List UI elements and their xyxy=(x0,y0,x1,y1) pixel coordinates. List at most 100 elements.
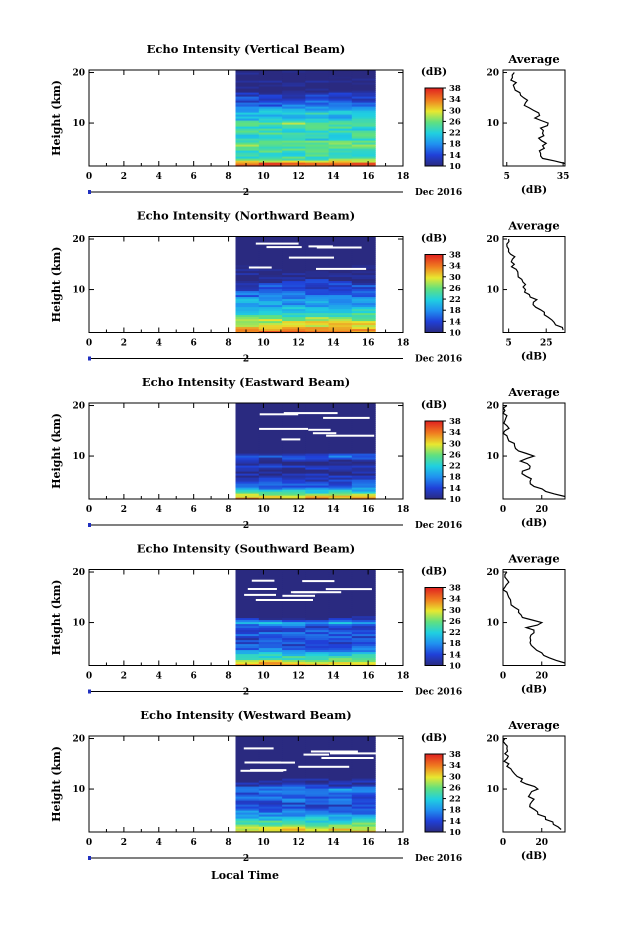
heatmap-cell xyxy=(328,304,353,308)
heatmap-cell xyxy=(305,473,330,476)
heatmap-cell xyxy=(305,639,330,643)
heatmap-cell xyxy=(305,140,330,143)
heatmap-cell xyxy=(351,264,376,268)
heatmap-cell xyxy=(282,306,306,310)
heatmap-cell xyxy=(235,264,260,268)
heatmap-cell xyxy=(328,74,353,77)
heatmap-cell xyxy=(351,643,376,647)
heatmap-cell xyxy=(282,477,306,480)
heatmap-cell xyxy=(282,663,306,667)
heatmap-cell xyxy=(258,300,283,304)
heatmap-cell xyxy=(351,455,376,458)
heatmap-cell xyxy=(258,625,283,629)
heatmap-cell xyxy=(328,260,353,264)
heatmap-cell xyxy=(305,826,330,829)
heatmap-cell xyxy=(305,92,330,95)
missing-data-gap xyxy=(259,413,299,416)
heatmap-cell xyxy=(328,577,353,581)
heatmap-cell xyxy=(235,96,260,99)
heatmap-cell xyxy=(235,88,260,91)
heatmap-cell xyxy=(305,649,330,653)
heatmap-cell xyxy=(258,310,283,314)
heatmap-cell xyxy=(305,651,330,655)
heatmap-cell xyxy=(328,328,353,332)
heatmap-cell xyxy=(328,437,353,440)
heatmap-cell xyxy=(328,796,353,799)
heatmap-cell xyxy=(235,413,260,416)
heatmap-cell xyxy=(258,778,283,781)
heatmap-cell xyxy=(305,806,330,809)
heatmap-cell xyxy=(282,140,306,143)
heatmap-cell xyxy=(282,471,306,474)
heatmap-cell xyxy=(305,786,330,789)
heatmap-cell xyxy=(258,465,283,468)
heatmap-cell xyxy=(282,649,306,653)
average-frame xyxy=(502,69,566,167)
heatmap-cell xyxy=(328,760,353,763)
x-tick-label: 4 xyxy=(156,838,162,848)
heatmap-cell xyxy=(351,469,376,472)
heatmap-cell xyxy=(235,471,260,474)
heatmap-cell xyxy=(235,453,260,456)
heatmap-cell xyxy=(305,629,330,633)
heatmap-cell xyxy=(282,120,306,123)
heatmap-cell xyxy=(258,569,283,573)
heatmap-cell xyxy=(305,794,330,797)
heatmap-cell xyxy=(328,487,353,490)
x-tick-label: 2 xyxy=(121,172,127,182)
heatmap-cell xyxy=(235,485,260,488)
heatmap-cell xyxy=(282,659,306,663)
heatmap-cell xyxy=(235,248,260,252)
heatmap-cell xyxy=(328,776,353,779)
heatmap-cell xyxy=(258,457,283,460)
heatmap-cell xyxy=(328,112,353,115)
average-x-label: (dB) xyxy=(521,184,547,196)
heatmap-cell xyxy=(305,812,330,815)
heatmap-cell xyxy=(235,766,260,769)
heatmap-cell xyxy=(282,425,306,428)
heatmap-cell xyxy=(351,794,376,797)
heatmap-cell xyxy=(328,661,353,665)
missing-data-gap xyxy=(298,765,350,768)
heatmap-cell xyxy=(328,471,353,474)
heatmap-cell xyxy=(328,603,353,607)
heatmap-cell xyxy=(351,405,376,408)
heatmap-cell xyxy=(305,653,330,657)
heatmap-cell xyxy=(351,637,376,641)
heatmap-cell xyxy=(351,645,376,649)
heatmap-cell xyxy=(305,152,330,155)
heatmap-cell xyxy=(351,814,376,817)
heatmap-cell xyxy=(258,489,283,492)
heatmap-cell xyxy=(328,142,353,145)
average-y-tick-label: 20 xyxy=(486,568,499,578)
heatmap-cell xyxy=(351,784,376,787)
heatmap-cell xyxy=(235,80,260,83)
heatmap-cell xyxy=(258,128,283,131)
heatmap-cell xyxy=(258,657,283,661)
heatmap-cell xyxy=(328,270,353,274)
heatmap-cell xyxy=(351,623,376,627)
heatmap-cell xyxy=(258,459,283,462)
heatmap-cell xyxy=(258,473,283,476)
heatmap-cell xyxy=(282,609,306,613)
heatmap-cell xyxy=(258,613,283,617)
heatmap-cell xyxy=(351,491,376,494)
heatmap-cell xyxy=(258,810,283,813)
heatmap-cell xyxy=(305,108,330,111)
heatmap-cell xyxy=(235,302,260,306)
heatmap-cell xyxy=(305,497,330,500)
heatmap-cell xyxy=(282,116,306,119)
heatmap-cell xyxy=(258,240,283,244)
heatmap-cell xyxy=(328,641,353,645)
heatmap-cell xyxy=(305,278,330,282)
heatmap-cell xyxy=(258,236,283,240)
missing-data-gap xyxy=(316,267,367,270)
heatmap-cell xyxy=(258,318,283,322)
heatmap-cell xyxy=(258,407,283,410)
x-tick-label: 18 xyxy=(397,838,410,848)
heatmap-cell xyxy=(351,481,376,484)
average-x-label: (dB) xyxy=(521,351,547,363)
heatmap-cell xyxy=(235,465,260,468)
heatmap-cell xyxy=(282,587,306,591)
heatmap-cell xyxy=(351,485,376,488)
